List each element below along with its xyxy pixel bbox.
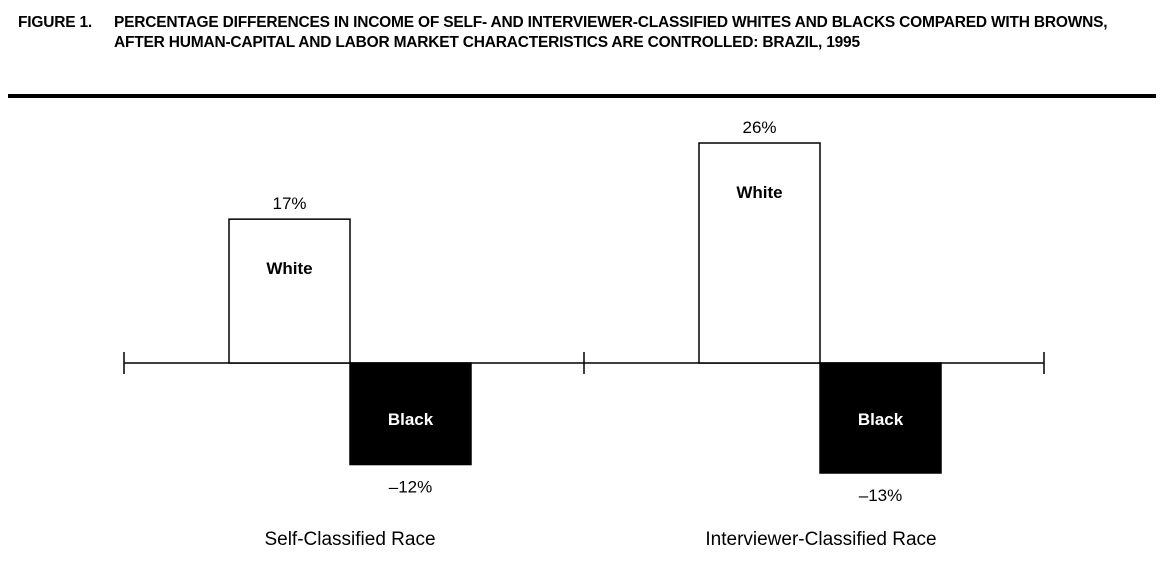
data-label-white-1: 26% [742,118,776,137]
bar-name-label-black-1: Black [858,410,904,429]
data-label-black-1: –13% [859,486,902,505]
bar-name-label-white-1: White [736,183,782,202]
x-category-label-self-classified: Self-Classified Race [264,529,436,550]
figure-title: PERCENTAGE DIFFERENCES IN INCOME OF SELF… [114,14,1108,51]
x-category-label-interviewer-classified: Interviewer-Classified Race [705,529,937,550]
figure-label: FIGURE 1. [18,14,92,31]
title-rule [8,94,1156,98]
data-label-black-0: –12% [389,478,432,497]
bar-black-1 [819,362,942,474]
bar-name-label-black-0: Black [388,410,434,429]
bar-white-1 [698,142,821,364]
bar-black-0 [349,362,472,466]
bar-name-label-white-0: White [266,259,312,278]
bar-white-0 [228,218,351,364]
data-label-white-0: 17% [272,194,306,213]
